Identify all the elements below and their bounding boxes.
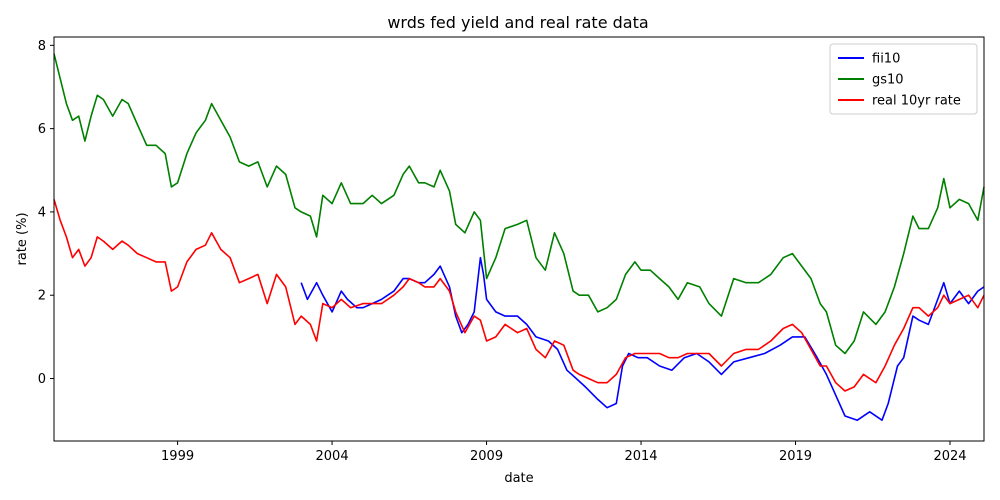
y-tick-label: 6 (38, 122, 46, 137)
y-axis-label: rate (%) (15, 212, 30, 265)
x-tick-label: 2019 (779, 449, 812, 464)
chart-title: wrds fed yield and real rate data (387, 13, 648, 32)
y-tick-label: 2 (38, 289, 46, 304)
x-tick-label: 2024 (933, 449, 966, 464)
legend-label: real 10yr rate (872, 94, 961, 109)
legend: fii10 gs10 real 10yr rate (829, 43, 978, 115)
y-axis: 0 2 4 6 8 (38, 39, 54, 387)
legend-box (829, 43, 978, 115)
x-tick-label: 2014 (624, 449, 657, 464)
legend-label: gs10 (872, 73, 904, 88)
x-axis: 1999 2004 2009 2014 2019 2024 (161, 441, 967, 464)
series-line-gs10 (53, 53, 985, 355)
y-tick-label: 4 (38, 205, 46, 220)
series-layer (53, 53, 985, 422)
x-tick-label: 1999 (161, 449, 194, 464)
plot-frame (53, 36, 985, 442)
series-line-fii10 (300, 256, 985, 422)
x-tick-label: 2004 (316, 449, 349, 464)
x-tick-label: 2009 (470, 449, 503, 464)
plot-area (53, 36, 985, 442)
x-axis-label: date (504, 471, 533, 486)
y-tick-label: 0 (38, 372, 46, 387)
y-tick-label: 8 (38, 39, 46, 54)
series-line-real-10yr-rate (53, 199, 985, 392)
legend-label: fii10 (872, 52, 900, 67)
